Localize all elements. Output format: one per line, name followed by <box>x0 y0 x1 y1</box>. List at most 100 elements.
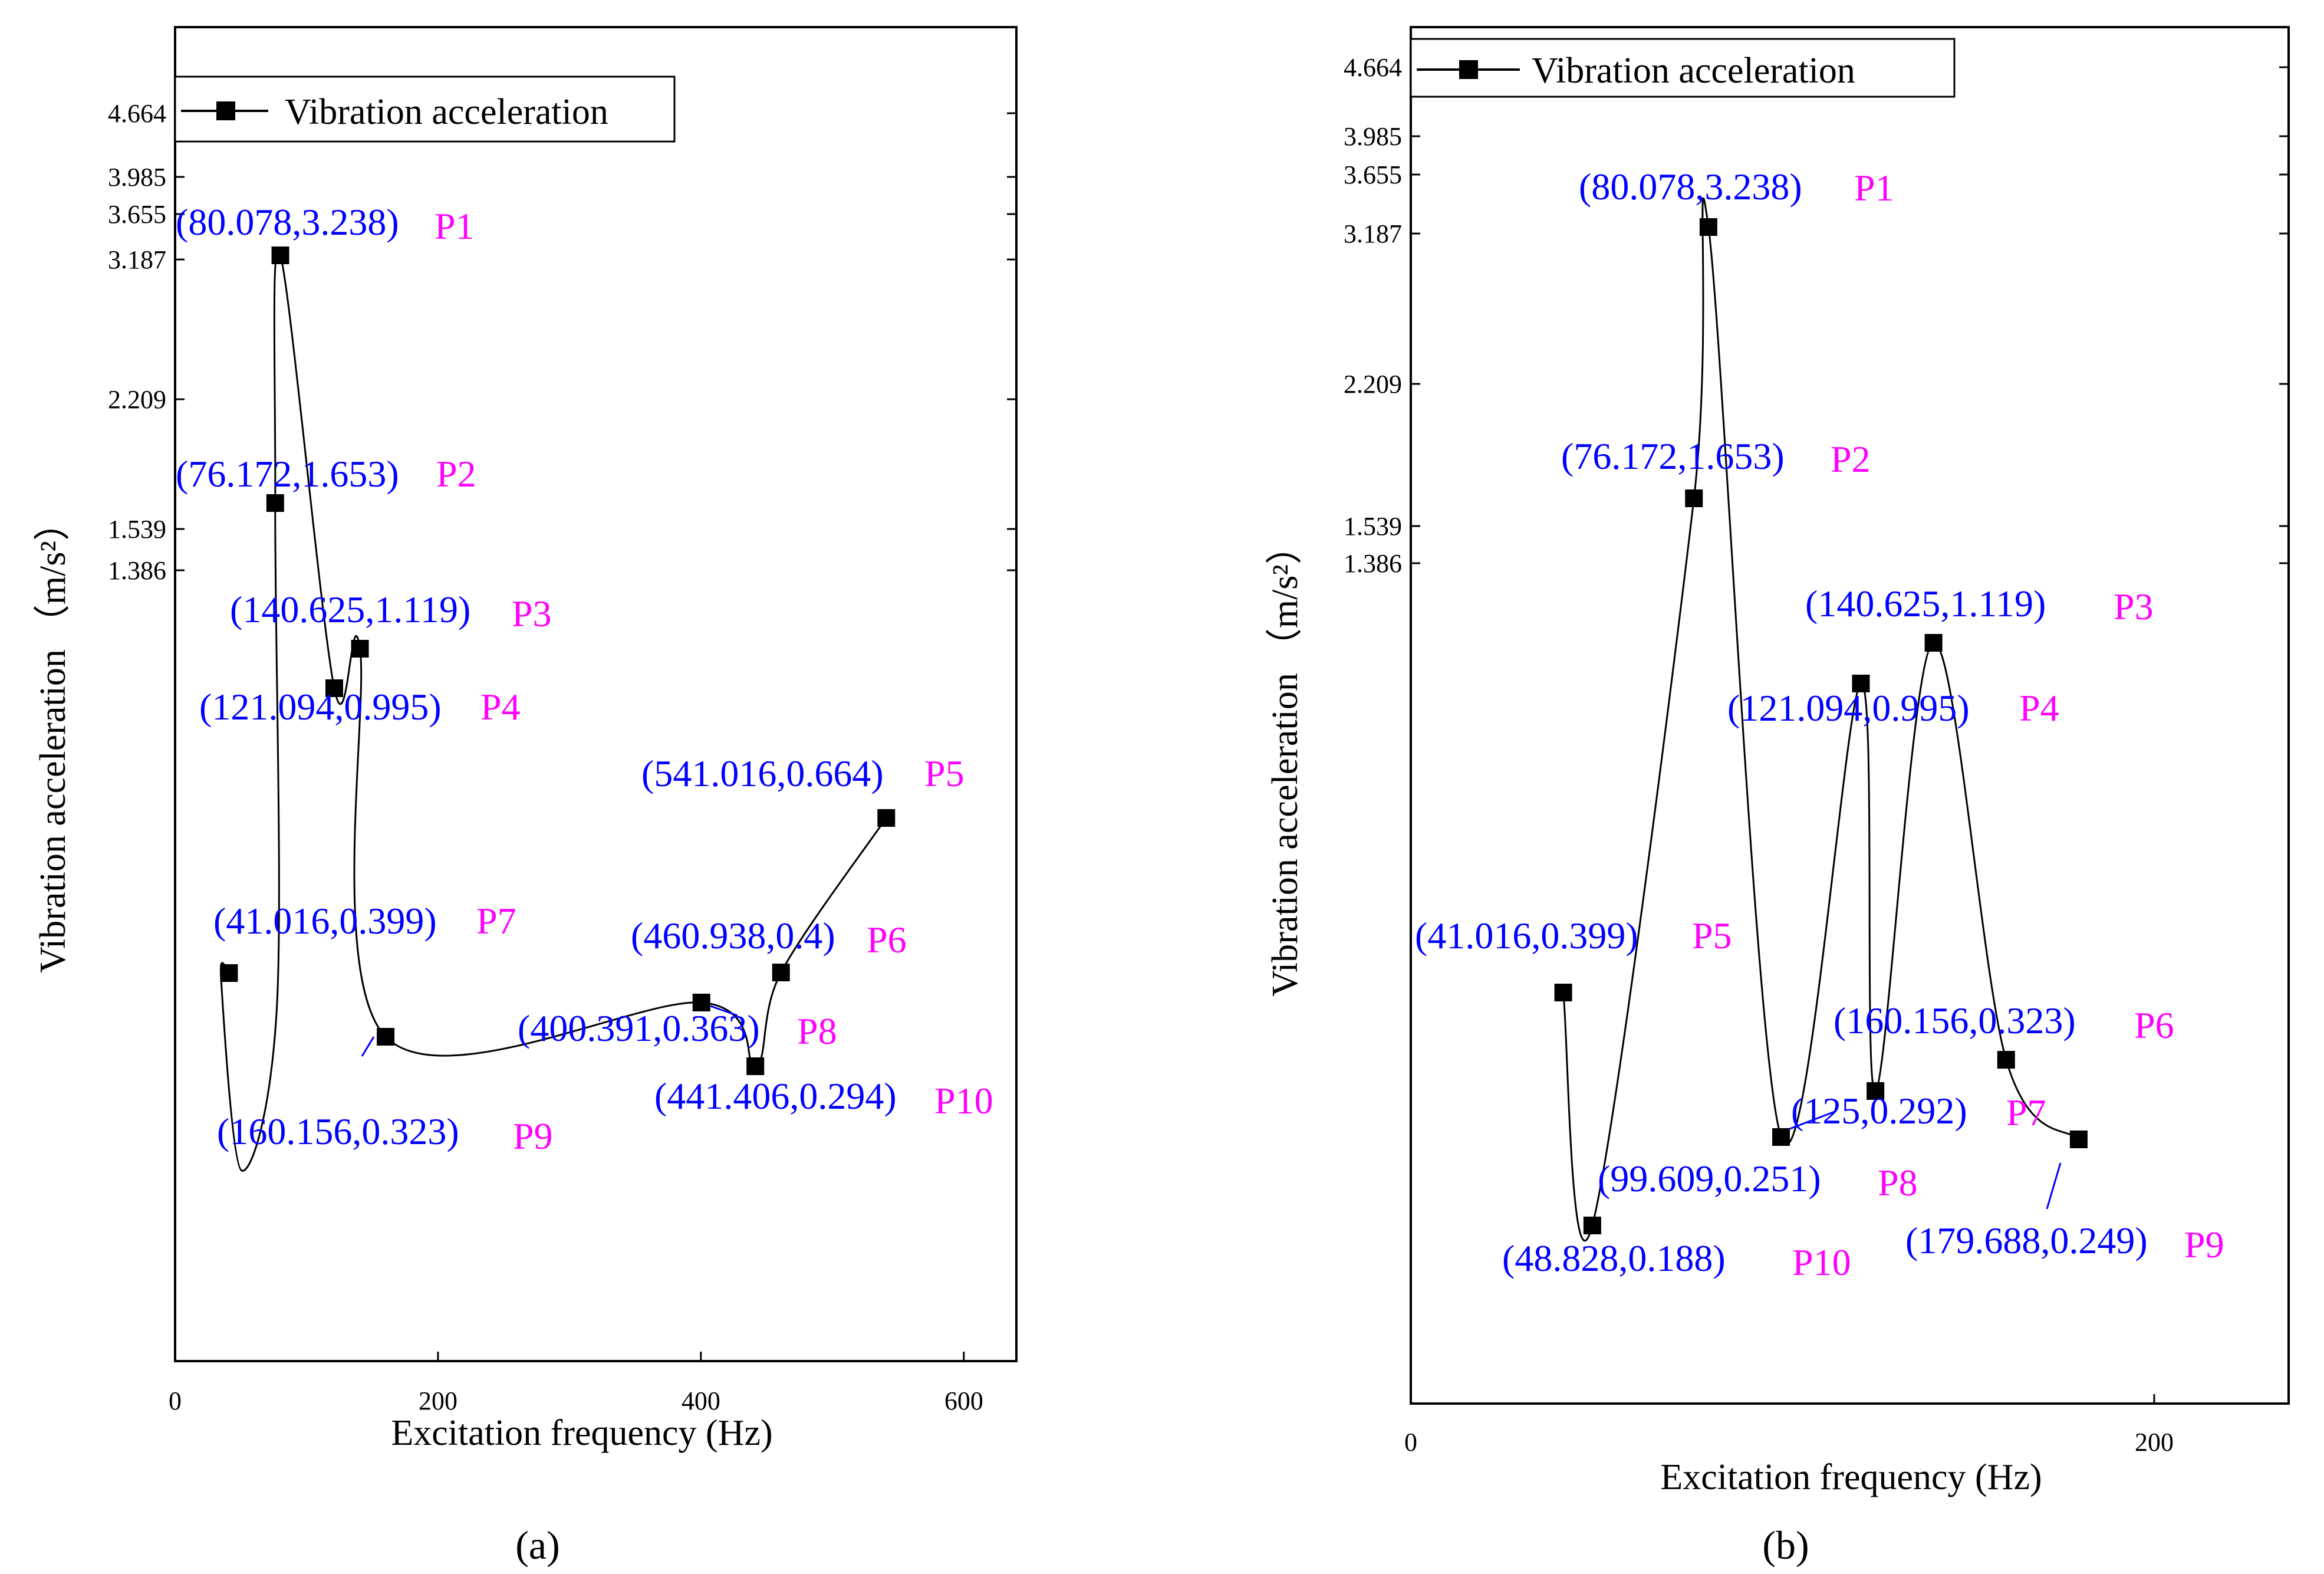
point-id-a-p4: P4 <box>480 686 521 728</box>
x-axis-title-a: Excitation frequency (Hz) <box>391 1413 772 1453</box>
data-point-a-p7 <box>220 964 238 982</box>
data-label-a-p4: (121.094,0.995) <box>199 686 442 728</box>
data-label-a-p3: (140.625,1.119) <box>230 589 470 630</box>
y-tick-label-a: 3.985 <box>108 163 166 192</box>
plot-frame-b <box>1410 26 2290 1405</box>
data-point-b-p3 <box>1924 634 1943 652</box>
chart-panel-b: 1.386 1.539 2.209 3.187 3.655 3.985 4.664 0 200… <box>1265 26 2290 1568</box>
y-tick-label-b: 1.386 <box>1344 549 1402 578</box>
leader-line-a-p9 <box>361 1036 375 1057</box>
legend-marker-b <box>1459 60 1478 79</box>
y-axis-title-a: Vibration acceleration （m/s²） <box>33 504 73 973</box>
y-tick-label-b: 4.664 <box>1344 53 1402 82</box>
data-point-b-p1 <box>1699 218 1717 236</box>
x-axis-title-b: Excitation frequency (Hz) <box>1660 1457 2042 1497</box>
y-axis-title-a-text: Vibration acceleration <box>33 649 73 973</box>
data-label-b-p2: (76.172,1.653) <box>1561 435 1785 477</box>
data-point-a-p10 <box>746 1057 765 1075</box>
plot-frame-a <box>174 26 1018 1362</box>
point-id-b-p3: P3 <box>2114 586 2154 627</box>
panel-label-b: (b) <box>1762 1523 1809 1568</box>
data-point-b-p5 <box>1554 984 1572 1001</box>
data-label-b-p10: (48.828,0.188) <box>1502 1237 1726 1279</box>
data-point-a-p4 <box>325 679 344 697</box>
data-point-b-p8 <box>1772 1128 1790 1146</box>
data-point-b-p7 <box>1867 1082 1885 1100</box>
y-tick-label-a: 1.386 <box>108 556 166 585</box>
x-tick-label-a: 200 <box>419 1386 457 1415</box>
data-label-a-p1: (80.078,3.238) <box>176 201 399 243</box>
point-id-b-p10: P10 <box>1792 1241 1851 1283</box>
point-id-b-p8: P8 <box>1878 1162 1918 1204</box>
data-label-b-p1: (80.078,3.238) <box>1579 166 1802 208</box>
legend-a: Vibration acceleration <box>174 75 676 143</box>
data-label-b-p7: (125,0.292) <box>1791 1090 1967 1132</box>
point-id-b-p6: P6 <box>2134 1004 2174 1046</box>
y-tick-label-b: 3.985 <box>1344 122 1402 151</box>
y-tick-label-a: 2.209 <box>108 385 166 414</box>
point-id-a-p10: P10 <box>934 1080 993 1122</box>
point-id-a-p5: P5 <box>924 753 965 794</box>
data-point-a-p5 <box>877 809 896 827</box>
data-label-a-p8: (400.391,0.363) <box>518 1007 760 1049</box>
point-id-b-p7: P7 <box>2006 1092 2046 1133</box>
point-id-b-p2: P2 <box>1831 438 1871 480</box>
x-tick-label-b: 200 <box>2135 1428 2174 1457</box>
leader-line-b-p8 <box>1789 1110 1835 1130</box>
point-id-a-p7: P7 <box>476 900 516 942</box>
data-label-b-p3: (140.625,1.119) <box>1805 583 2046 625</box>
data-label-b-p8: (99.609,0.251) <box>1598 1158 1821 1200</box>
point-id-a-p9: P9 <box>513 1115 553 1157</box>
x-tick-label-a: 0 <box>169 1386 182 1415</box>
y-axis-unit-a: （m/s²） <box>33 504 73 641</box>
data-point-a-p6 <box>772 964 790 982</box>
point-id-b-p4: P4 <box>2019 687 2059 729</box>
x-tick-label-b: 0 <box>1404 1428 1417 1457</box>
legend-label-a: Vibration acceleration <box>285 92 608 132</box>
data-point-b-p9 <box>2069 1131 2088 1148</box>
data-point-b-p2 <box>1685 489 1703 507</box>
point-id-b-p1: P1 <box>1854 167 1894 209</box>
data-point-b-p6 <box>1997 1051 2015 1069</box>
data-label-a-p5: (541.016,0.664) <box>641 753 884 794</box>
data-label-b-p5: (41.016,0.399) <box>1415 915 1638 957</box>
point-id-b-p5: P5 <box>1692 915 1732 957</box>
legend-marker-a <box>216 101 235 120</box>
y-axis-unit-b: （m/s²） <box>1265 528 1305 665</box>
data-point-a-p3 <box>351 640 369 658</box>
series-curve-a <box>219 250 887 1172</box>
legend-box-b <box>1410 38 1956 98</box>
data-label-a-p6: (460.938,0.4) <box>631 915 835 957</box>
point-id-b-p9: P9 <box>2184 1224 2224 1266</box>
y-tick-label-b: 3.655 <box>1344 160 1402 189</box>
chart-panel-a: 1.386 1.539 2.209 3.187 3.655 3.985 4.664 0 200… <box>33 26 1018 1568</box>
leader-line-b-p9 <box>2046 1162 2062 1210</box>
point-id-a-p3: P3 <box>512 593 552 635</box>
y-tick-label-a: 3.187 <box>108 245 166 274</box>
panel-label-a: (a) <box>515 1523 559 1568</box>
y-axis-title-b-text: Vibration acceleration <box>1265 673 1305 997</box>
y-tick-label-b: 3.187 <box>1344 219 1402 248</box>
legend-b: Vibration acceleration <box>1410 38 1956 98</box>
y-axis-title-b: Vibration acceleration （m/s²） <box>1265 528 1305 997</box>
data-point-b-p4 <box>1852 675 1870 692</box>
y-tick-label-a: 3.655 <box>108 200 166 229</box>
y-tick-label-a: 1.539 <box>108 515 166 544</box>
legend-box-a <box>174 75 676 143</box>
data-label-a-p10: (441.406,0.294) <box>654 1075 897 1117</box>
data-label-a-p7: (41.016,0.399) <box>213 900 437 942</box>
y-tick-label-b: 2.209 <box>1344 370 1402 399</box>
point-id-a-p6: P6 <box>867 919 907 961</box>
data-point-a-p1 <box>271 247 289 264</box>
point-id-a-p1: P1 <box>434 205 475 247</box>
data-point-a-p9 <box>377 1028 395 1046</box>
data-point-b-p10 <box>1583 1217 1601 1234</box>
data-label-b-p6: (160.156,0.323) <box>1833 1000 2076 1041</box>
data-label-b-p4: (121.094,0.995) <box>1727 687 1970 729</box>
x-tick-label-a: 600 <box>944 1386 983 1415</box>
x-tick-label-a: 400 <box>682 1386 720 1415</box>
data-point-a-p8 <box>692 994 710 1011</box>
data-label-a-p2: (76.172,1.653) <box>176 453 399 495</box>
y-tick-label-a: 4.664 <box>108 99 166 128</box>
